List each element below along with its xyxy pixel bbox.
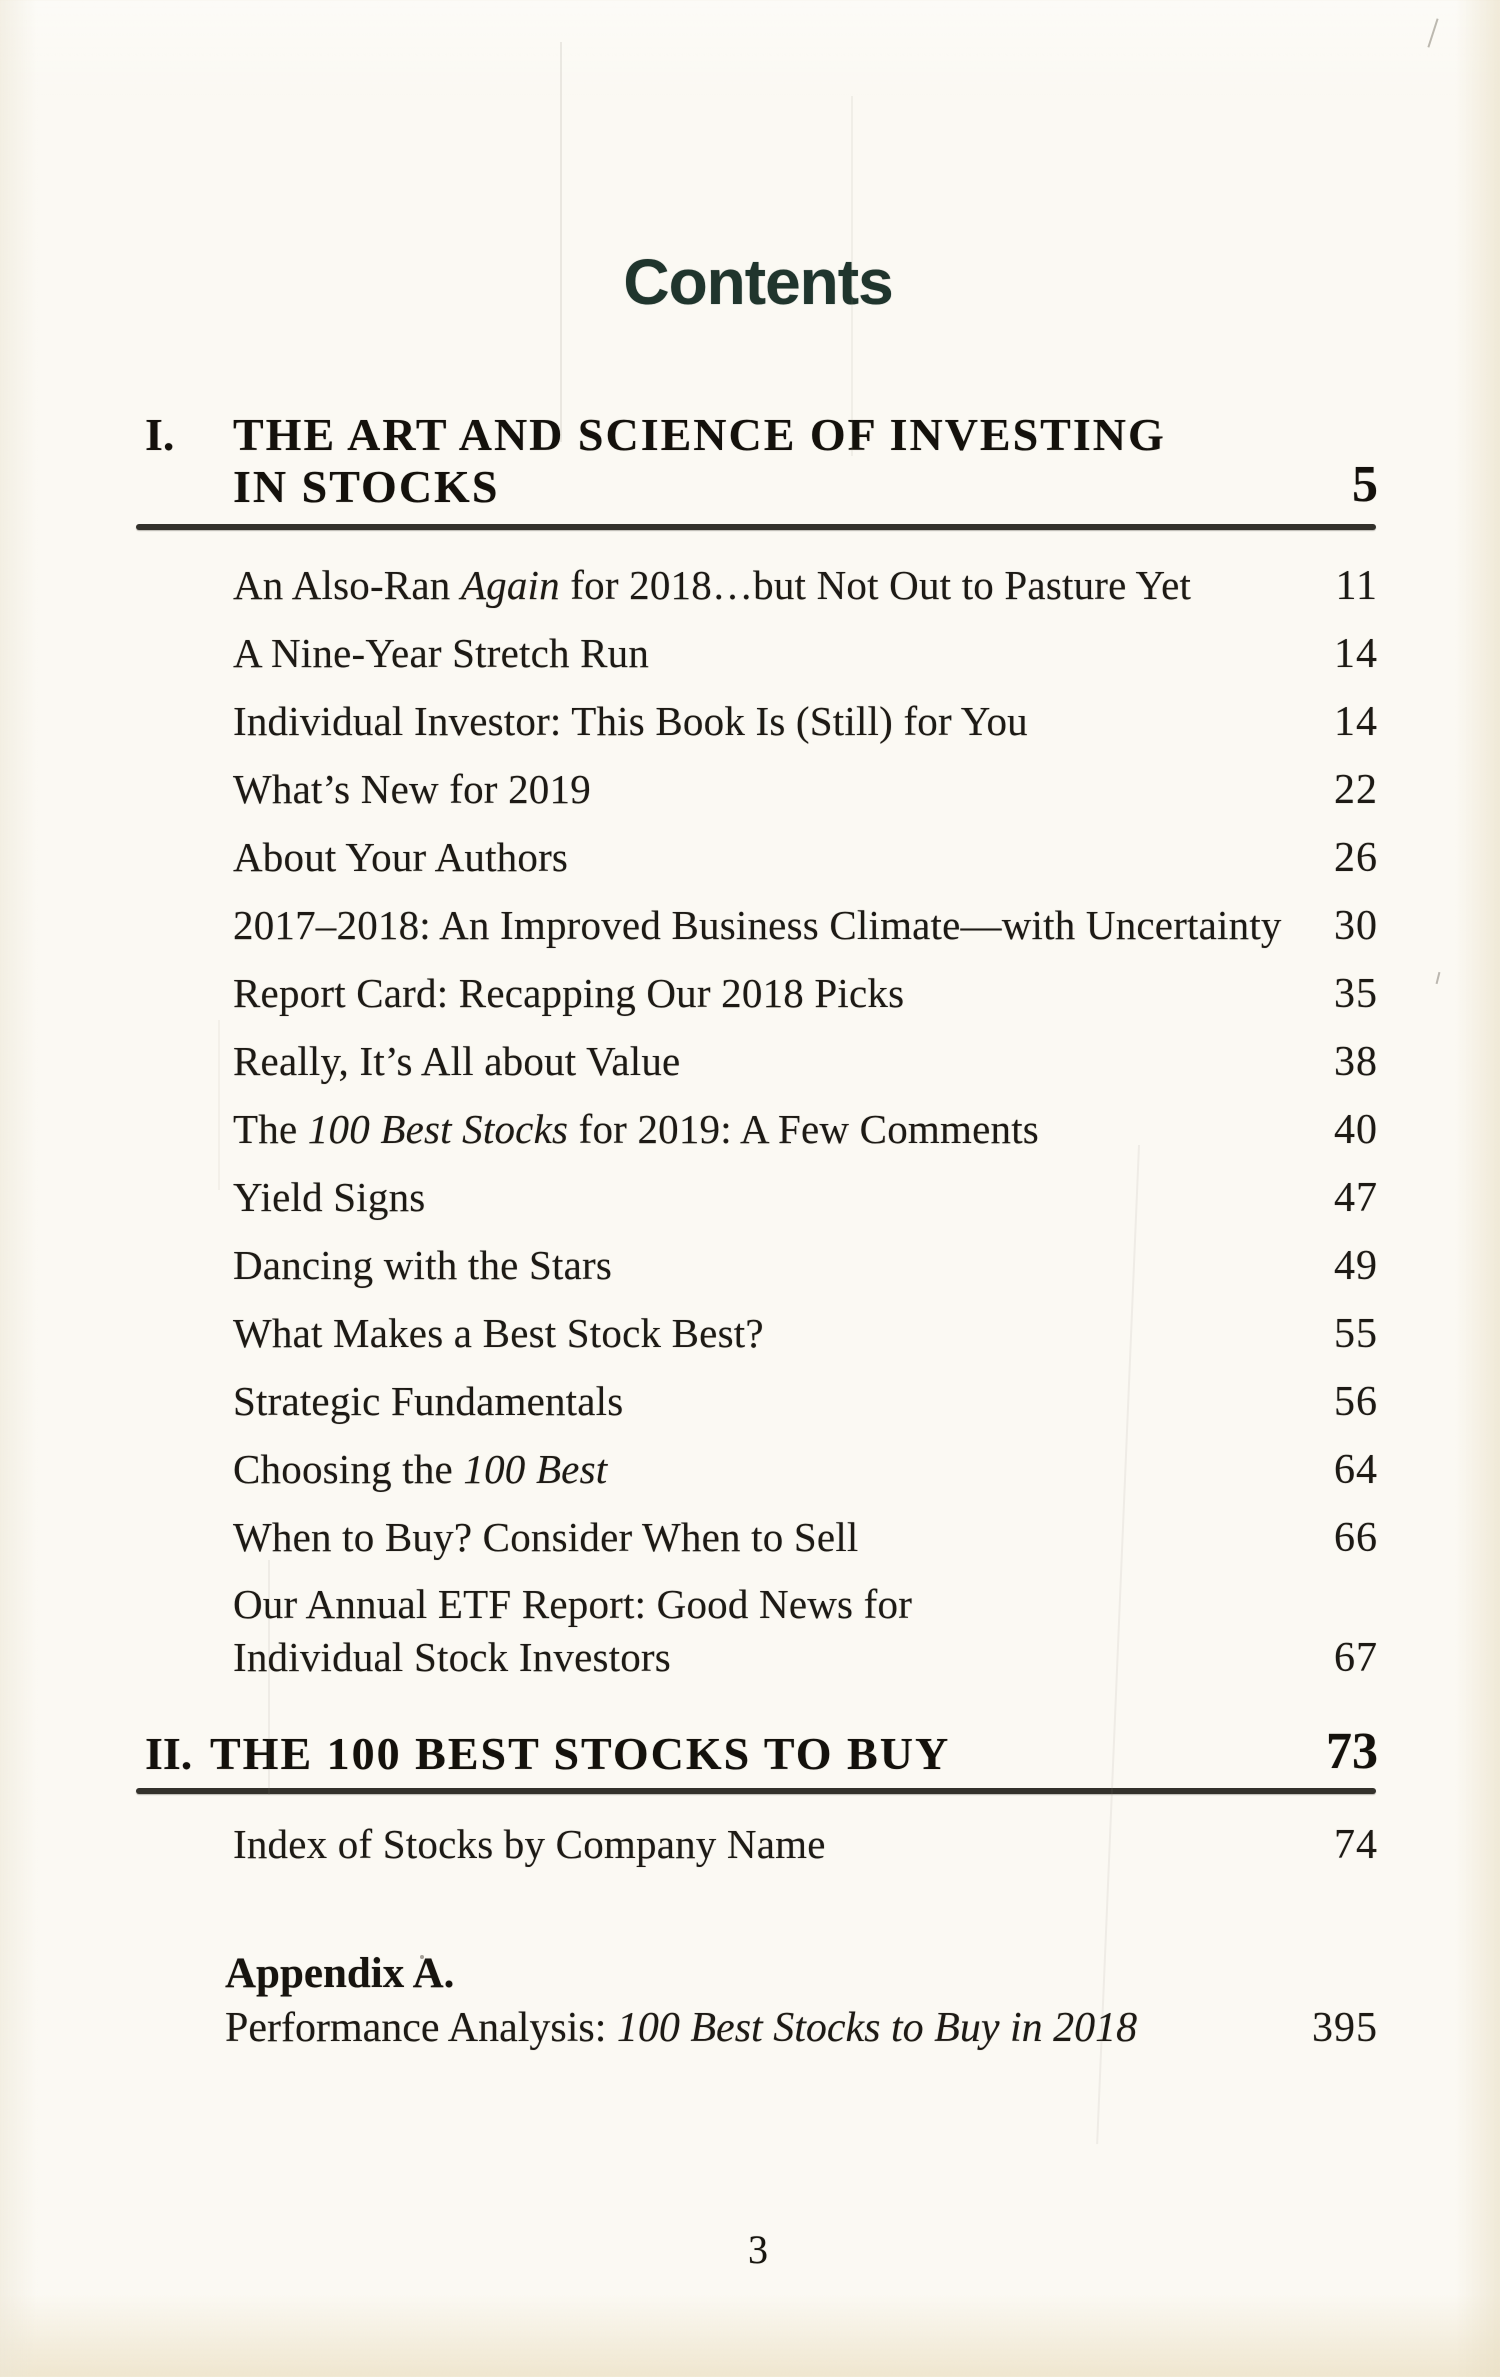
toc-entry-label: A Nine-Year Stretch Run <box>233 630 650 676</box>
toc-entry: Individual Investor: This Book Is (Still… <box>233 687 1378 755</box>
toc-entry-page: 26 <box>1334 835 1378 881</box>
toc-entry-page: 35 <box>1334 971 1378 1017</box>
crease-mark <box>218 1020 220 1190</box>
section-2-divider-rule <box>136 1788 1376 1794</box>
toc-entry-page: 49 <box>1334 1243 1378 1289</box>
toc-entry-label: Individual Stock Investors <box>233 1634 671 1680</box>
toc-entry: Individual Stock Investors 67 <box>233 1634 1378 1681</box>
toc-entry: Yield Signs 47 <box>233 1163 1378 1231</box>
section-2-page-number: 73 <box>1326 1723 1378 1780</box>
toc-entry-label: Really, It’s All about Value <box>233 1038 681 1084</box>
toc-entry-page: 74 <box>1334 1822 1378 1868</box>
toc-entry-page: 64 <box>1334 1447 1378 1493</box>
folio-page-number: 3 <box>748 2227 768 2272</box>
appendix-heading: Appendix A. <box>225 1950 455 1997</box>
toc-list-section-2: Index of Stocks by Company Name 74 <box>233 1810 1378 1878</box>
toc-entry-label: Choosing the 100 Best <box>233 1446 608 1492</box>
section-2-heading-line1: THE 100 BEST STOCKS TO BUY <box>210 1728 951 1779</box>
toc-entry: 2017–2018: An Improved Business Climate—… <box>233 891 1378 959</box>
toc-entry-page: 11 <box>1335 563 1378 609</box>
toc-entry-label: Index of Stocks by Company Name <box>233 1821 826 1867</box>
section-1-heading-line2: IN STOCKS <box>233 461 500 512</box>
toc-entry-label: 2017–2018: An Improved Business Climate—… <box>233 902 1282 948</box>
toc-entry-label: Strategic Fundamentals <box>233 1378 624 1424</box>
toc-entry: What’s New for 2019 22 <box>233 755 1378 823</box>
toc-entry-page: 14 <box>1334 699 1378 745</box>
toc-entry-label: Dancing with the Stars <box>233 1242 613 1288</box>
toc-entry: What Makes a Best Stock Best? 55 <box>233 1299 1378 1367</box>
toc-entry: Strategic Fundamentals 56 <box>233 1367 1378 1435</box>
toc-entry-page: 14 <box>1334 631 1378 677</box>
toc-entry: Dancing with the Stars 49 <box>233 1231 1378 1299</box>
toc-entry-page: 22 <box>1334 767 1378 813</box>
toc-entry: About Your Authors 26 <box>233 823 1378 891</box>
appendix-entry: Performance Analysis: 100 Best Stocks to… <box>225 2001 1378 2056</box>
appendix-entry-label: Performance Analysis: 100 Best Stocks to… <box>225 2005 1138 2051</box>
label-italic: 100 Best <box>463 1446 608 1492</box>
toc-entry: Report Card: Recapping Our 2018 Picks 35 <box>233 959 1378 1027</box>
section-1-heading-line1: THE ART AND SCIENCE OF INVESTING <box>233 409 1166 460</box>
appendix-block: Appendix A. Performance Analysis: 100 Be… <box>225 1946 1378 2056</box>
toc-entry-page: 40 <box>1334 1107 1378 1153</box>
label-italic: 100 Best Stocks to Buy in 2018 <box>616 2005 1138 2051</box>
section-1-numeral: I. <box>145 409 175 460</box>
label-italic: Again <box>460 562 560 608</box>
section-2-numeral: II. <box>145 1728 193 1779</box>
toc-entry: A Nine-Year Stretch Run 14 <box>233 619 1378 687</box>
toc-entry: Really, It’s All about Value 38 <box>233 1027 1378 1095</box>
crease-mark <box>560 42 562 442</box>
toc-entry-label: When to Buy? Consider When to Sell <box>233 1514 859 1560</box>
toc-entry-page: 30 <box>1334 903 1378 949</box>
page-title: Contents <box>623 246 893 318</box>
toc-entry: The 100 Best Stocks for 2019: A Few Comm… <box>233 1095 1378 1163</box>
speck-mark <box>1435 971 1441 985</box>
toc-entry-label: An Also-Ran Again for 2018…but Not Out t… <box>233 562 1192 608</box>
toc-list-section-1: An Also-Ran Again for 2018…but Not Out t… <box>233 551 1378 1681</box>
section-1-heading: THE ART AND SCIENCE OF INVESTING IN STOC… <box>233 409 1378 513</box>
toc-entry-label: Our Annual ETF Report: Good News for <box>233 1581 913 1627</box>
toc-entry-page: 56 <box>1334 1379 1378 1425</box>
toc-entry: When to Buy? Consider When to Sell 66 <box>233 1503 1378 1571</box>
toc-entry-label: Report Card: Recapping Our 2018 Picks <box>233 970 905 1016</box>
toc-entry-label: The 100 Best Stocks for 2019: A Few Comm… <box>233 1106 1039 1152</box>
label-italic: 100 Best Stocks <box>307 1106 569 1152</box>
toc-entry: An Also-Ran Again for 2018…but Not Out t… <box>233 551 1378 619</box>
appendix-entry-page: 395 <box>1312 2005 1378 2051</box>
section-2-heading: THE 100 BEST STOCKS TO BUY <box>210 1728 1378 1780</box>
toc-entry-page: 55 <box>1334 1311 1378 1357</box>
toc-entry: Our Annual ETF Report: Good News for <box>233 1571 1378 1637</box>
section-1-page-number: 5 <box>1352 456 1378 513</box>
toc-entry-label: About Your Authors <box>233 834 569 880</box>
section-1-divider-rule <box>136 524 1376 530</box>
toc-entry-label: Yield Signs <box>233 1174 426 1220</box>
toc-entry: Choosing the 100 Best 64 <box>233 1435 1378 1503</box>
toc-entry-page: 38 <box>1334 1039 1378 1085</box>
toc-entry-label: What Makes a Best Stock Best? <box>233 1310 764 1356</box>
toc-entry-page: 67 <box>1334 1635 1378 1681</box>
toc-entry-page: 66 <box>1334 1515 1378 1561</box>
toc-entry-page: 47 <box>1334 1175 1378 1221</box>
speck-mark <box>1427 18 1439 48</box>
toc-entry-label: Individual Investor: This Book Is (Still… <box>233 698 1028 744</box>
toc-entry-label: What’s New for 2019 <box>233 766 591 812</box>
toc-entry: Index of Stocks by Company Name 74 <box>233 1810 1378 1878</box>
